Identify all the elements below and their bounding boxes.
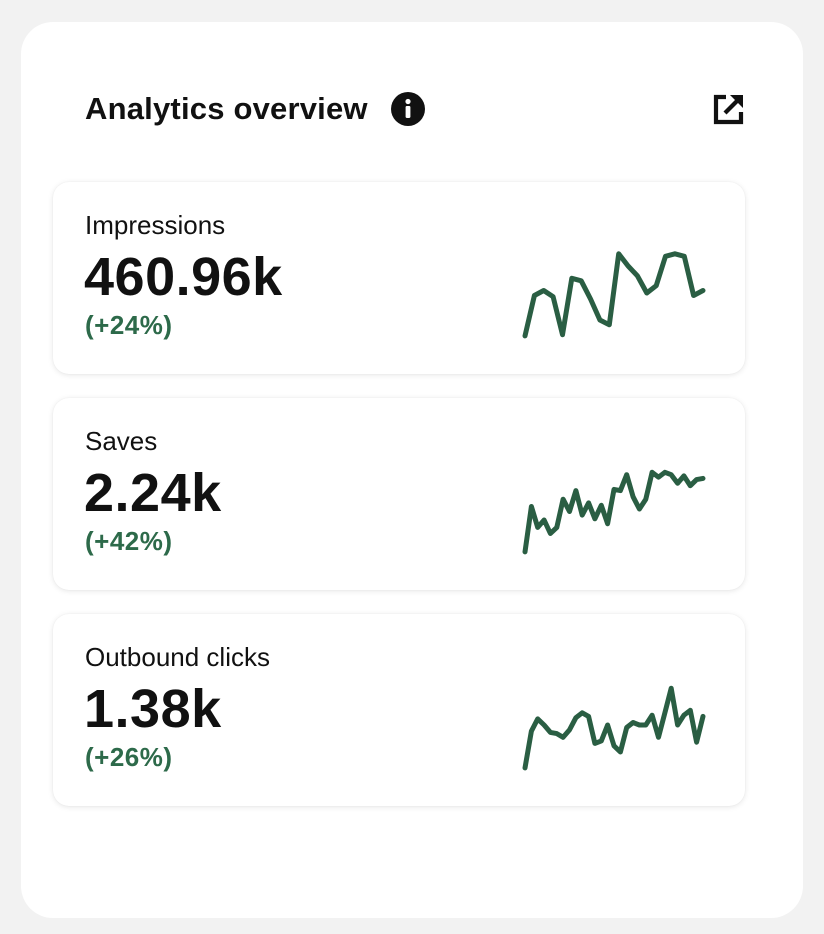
metric-label: Impressions xyxy=(85,210,226,240)
info-icon[interactable] xyxy=(390,91,426,127)
outbound-clicks-trend-line xyxy=(522,685,706,771)
panel-title: Analytics overview xyxy=(85,91,368,126)
metric-card-outbound-clicks[interactable]: Outbound clicks 1.38k (+26%) xyxy=(53,614,745,806)
saves-trend-line xyxy=(522,469,706,555)
metric-card-saves[interactable]: Saves 2.24k (+42%) xyxy=(53,398,745,590)
outbound-clicks-sparkline xyxy=(522,685,706,771)
metric-value: 1.38k xyxy=(84,679,222,739)
metric-change: (+26%) xyxy=(85,742,173,772)
external-link-icon[interactable] xyxy=(709,89,749,129)
metric-value: 2.24k xyxy=(84,463,222,523)
metric-label: Outbound clicks xyxy=(85,642,270,672)
external-link-icon-glyph xyxy=(713,94,744,125)
metric-change: (+24%) xyxy=(85,310,173,340)
metric-card-impressions[interactable]: Impressions 460.96k (+24%) xyxy=(53,182,745,374)
metric-label: Saves xyxy=(85,426,158,456)
analytics-overview-panel: Analytics overview Impressions 460.96k (… xyxy=(21,22,803,918)
saves-sparkline xyxy=(522,469,706,555)
impressions-sparkline xyxy=(522,251,706,339)
metric-change: (+42%) xyxy=(85,526,173,556)
info-icon-glyph xyxy=(390,92,425,126)
metric-value: 460.96k xyxy=(84,247,283,307)
panel-header: Analytics overview xyxy=(85,86,749,132)
impressions-trend-line xyxy=(522,251,706,339)
